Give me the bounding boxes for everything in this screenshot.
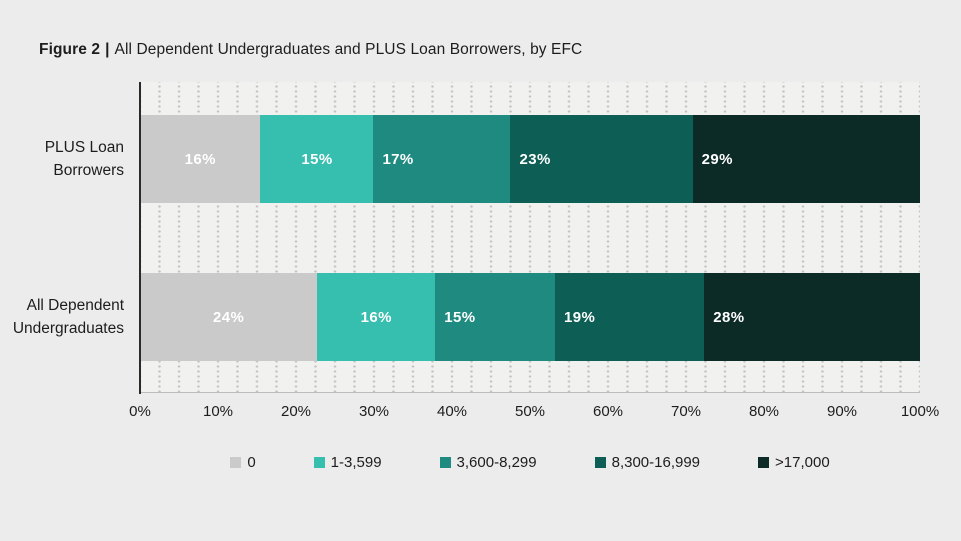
x-tick-label: 80%	[748, 403, 780, 420]
legend-label: >17,000	[775, 454, 830, 471]
x-tick-label: 0%	[129, 403, 151, 420]
legend-item: >17,000	[758, 454, 830, 471]
category-label-line: Borrowers	[53, 162, 124, 179]
data-label: 23%	[519, 150, 551, 168]
category-label-line: All Dependent	[26, 297, 124, 314]
stacked-bar: 24% 16% 15% 19% 28%	[140, 273, 920, 361]
legend-swatch-icon	[439, 457, 451, 468]
bar-segment: 19%	[555, 273, 705, 361]
category-label-line: PLUS Loan	[44, 139, 124, 156]
category-label: All Dependent Undergraduates	[0, 294, 124, 340]
x-axis-ticks: 0% 10% 20% 30% 40% 50% 60% 70% 80% 90% 100%	[129, 403, 939, 421]
bar-segment: 29%	[692, 115, 921, 203]
bar-segment: 16%	[140, 115, 261, 203]
figure-number: Figure 2	[39, 41, 101, 58]
legend-item: 0	[230, 454, 256, 471]
data-label: 24%	[212, 308, 245, 326]
data-label: 29%	[701, 150, 733, 168]
x-tick-label: 90%	[826, 403, 858, 420]
data-label: 19%	[564, 308, 596, 326]
y-axis-line	[139, 82, 141, 394]
data-label: 16%	[360, 308, 392, 326]
legend-label: 8,300-16,999	[611, 454, 701, 471]
title-separator: |	[105, 41, 110, 58]
legend-item: 3,600-8,299	[439, 454, 537, 471]
x-tick-label: 10%	[202, 403, 234, 420]
bar-segment: 23%	[510, 115, 693, 203]
category-label-line: Undergraduates	[12, 320, 124, 337]
x-tick-label: 70%	[670, 403, 702, 420]
x-tick-label: 60%	[592, 403, 624, 420]
data-label: 17%	[382, 150, 414, 168]
data-label: 15%	[444, 308, 476, 326]
plot-area: 16% 15% 17% 23% 29% 24% 16% 15% 19% 28%	[140, 82, 921, 393]
x-tick-label: 50%	[514, 403, 546, 420]
bar-segment: 15%	[260, 115, 374, 203]
legend-swatch-icon	[758, 457, 770, 468]
bar-segment: 17%	[373, 115, 511, 203]
legend-label: 0	[247, 454, 256, 471]
legend-swatch-icon	[230, 457, 242, 468]
bar-segment: 16%	[317, 273, 436, 361]
legend-label: 1-3,599	[330, 454, 382, 471]
bar-segment: 28%	[704, 273, 920, 361]
legend-label: 3,600-8,299	[456, 454, 537, 471]
figure-title: Figure 2 | All Dependent Undergraduates an…	[39, 41, 582, 59]
data-label: 16%	[184, 150, 216, 168]
x-tick-label: 100%	[900, 403, 940, 420]
legend-swatch-icon	[313, 457, 325, 468]
legend-swatch-icon	[594, 457, 606, 468]
category-label: PLUS Loan Borrowers	[0, 136, 124, 182]
x-tick-label: 40%	[436, 403, 468, 420]
data-label: 15%	[301, 150, 333, 168]
data-label: 28%	[713, 308, 745, 326]
title-text: All Dependent Undergraduates and PLUS Lo…	[114, 41, 583, 58]
x-tick-label: 20%	[280, 403, 312, 420]
stacked-bar: 16% 15% 17% 23% 29%	[140, 115, 921, 203]
legend-item: 8,300-16,999	[594, 454, 701, 471]
bar-segment: 15%	[435, 273, 556, 361]
legend: 0 1-3,599 3,600-8,299 8,300-16,999 >17,000	[140, 454, 920, 471]
legend-item: 1-3,599	[313, 454, 382, 471]
bar-segment: 24%	[140, 273, 318, 361]
x-tick-label: 30%	[358, 403, 390, 420]
